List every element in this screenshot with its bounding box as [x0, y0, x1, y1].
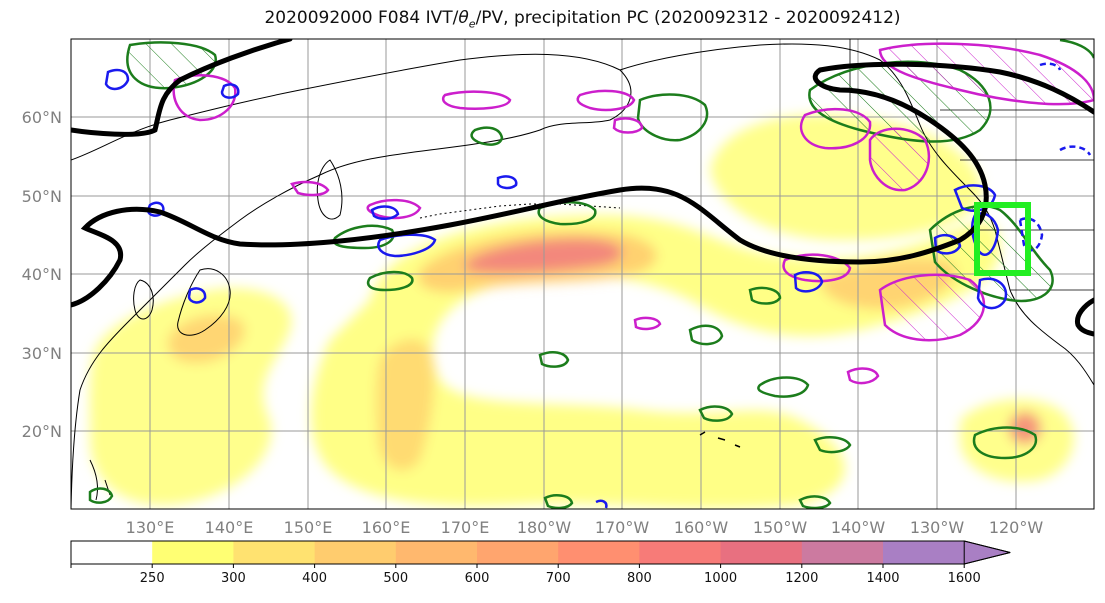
jet-north — [71, 39, 293, 137]
lat-label: 20°N — [22, 422, 62, 441]
coast-kamchatka — [316, 159, 343, 220]
colorbar-tick-label: 400 — [302, 571, 327, 586]
colorbar-swatch — [639, 541, 722, 564]
lon-label: 150°E — [284, 518, 333, 537]
target-box — [974, 202, 1031, 276]
map-content — [71, 39, 1094, 509]
hatch-magenta-gulf — [870, 128, 929, 191]
colorbar-tick-label: 600 — [465, 571, 490, 586]
colorbar-swatch — [152, 541, 234, 564]
colorbar-tick-label: 800 — [627, 571, 652, 586]
colorbar-swatch — [395, 541, 478, 564]
ivt-band-800 — [464, 238, 623, 274]
title-theta-subscript: e — [468, 17, 476, 31]
coast-aleutians — [419, 203, 621, 219]
jet-southeast — [1074, 297, 1094, 337]
title-suffix: /PV, precipitation PC (2020092312 - 2020… — [475, 8, 901, 28]
lon-label: 150°W — [753, 518, 808, 537]
jet-contours — [71, 39, 1094, 337]
ivt-max-tropic — [1009, 412, 1041, 444]
hatch-magenta-north — [880, 43, 1094, 105]
lon-label: 130°E — [126, 518, 175, 537]
map-title: 2020092000 F084 IVT/θe/PV, precipitation… — [0, 8, 1105, 30]
lon-label: 140°E — [205, 518, 254, 537]
lat-label: 30°N — [22, 344, 62, 363]
colorbar-extend-arrow — [963, 540, 1011, 565]
colorbar-tick-label: 250 — [140, 571, 165, 586]
colorbar-tick-label: 300 — [221, 571, 246, 586]
coast-asia — [71, 53, 632, 509]
lon-label: 120°W — [989, 518, 1044, 537]
colorbar-tick-label: 500 — [383, 571, 408, 586]
coast-hawaii — [699, 431, 741, 448]
colorbar-tick-label: 1200 — [785, 571, 818, 586]
colorbar-tick-label: 1600 — [948, 571, 981, 586]
title-prefix: 2020092000 F084 IVT/ — [264, 8, 459, 28]
lon-label: 130°W — [910, 518, 965, 537]
colorbar-swatch — [801, 541, 884, 564]
colorbar: 250 300 400 500 600 700 800 1000 1200 1400 1600 — [70, 540, 1011, 586]
colorbar-swatch — [71, 541, 153, 564]
colorbar-tick-label: 1400 — [866, 571, 899, 586]
ivt-shading — [89, 114, 1074, 509]
colorbar-swatch — [720, 541, 803, 564]
longitude-labels: 130°E 140°E 150°E 160°E 170°E 180°W 170°… — [126, 518, 1044, 537]
coast-japan — [177, 268, 231, 336]
colorbar-swatch — [558, 541, 640, 564]
colorbar-tick-label: 1000 — [704, 571, 737, 586]
lon-label: 160°E — [362, 518, 411, 537]
ivt-band-250-west — [89, 288, 292, 506]
map-frame-border — [70, 38, 1095, 510]
lon-label: 170°E — [441, 518, 490, 537]
colorbar-tick-label: 700 — [546, 571, 571, 586]
lon-label: 160°W — [674, 518, 729, 537]
lon-label: 140°W — [831, 518, 886, 537]
coast-korea — [133, 279, 154, 320]
hatch-magenta-east — [880, 274, 984, 341]
ivt-band-400-west — [168, 315, 245, 363]
lat-label: 40°N — [22, 265, 62, 284]
colorbar-outline — [70, 540, 1011, 565]
colorbar-swatch — [883, 541, 965, 564]
lon-label: 180°W — [517, 518, 572, 537]
latitude-labels: 60°N 50°N 40°N 30°N 20°N — [22, 108, 62, 441]
colorbar-swatch — [477, 541, 559, 564]
lat-label: 60°N — [22, 108, 62, 127]
ivt-band-400-mid — [376, 339, 435, 471]
lat-label: 50°N — [22, 187, 62, 206]
colorbar-swatch — [314, 541, 397, 564]
lon-label: 170°W — [595, 518, 650, 537]
colorbar-swatch — [233, 541, 316, 564]
title-theta-symbol: θ — [458, 8, 469, 28]
jet-main — [71, 61, 1094, 308]
